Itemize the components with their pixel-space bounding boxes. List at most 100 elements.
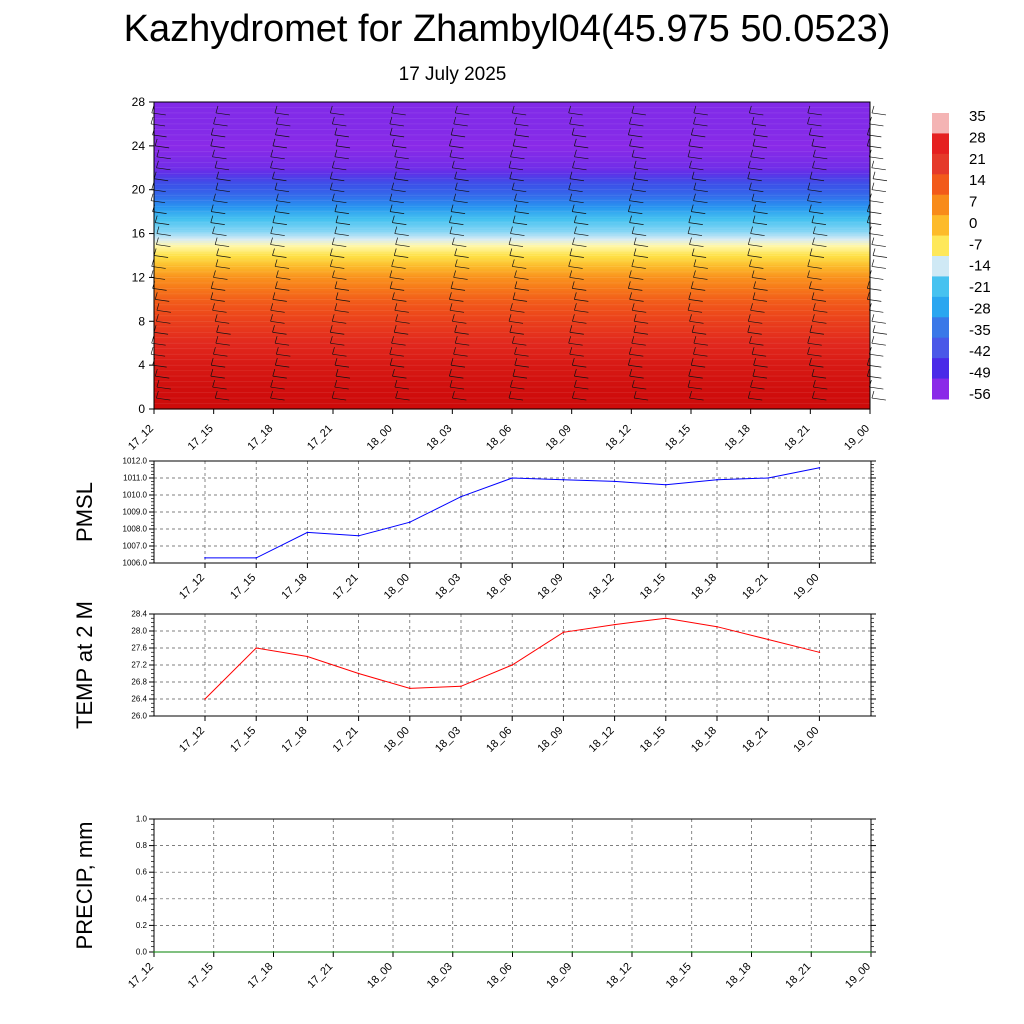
x-tick-label: 17_15 [186,423,216,453]
barb-flag [752,375,767,379]
heatmap-band [154,402,870,406]
wind-barb-icon [389,281,405,291]
barb-flag [454,331,469,335]
wind-barb-icon [751,270,767,280]
barb-flag [334,386,349,390]
barb-staff [154,138,158,146]
barb-flag [629,222,644,225]
barb-flag [688,375,703,379]
barb-flag [747,178,762,182]
barb-staff [210,204,214,212]
barb-flag [750,156,765,160]
wind-barb-icon [392,215,407,225]
x-tick-label: 19_00 [791,572,821,602]
wind-barb-icon [807,182,822,193]
heatmap-band [154,382,870,386]
x-tick-label: 19_00 [842,423,872,453]
wind-barb-icon [391,336,406,346]
barb-flag [394,156,409,160]
barb-staff [154,292,158,300]
barb-flag [871,189,886,193]
barb-flag [628,134,643,138]
colorbar-swatch [932,358,949,380]
barb-staff [633,314,637,322]
barb-staff [752,292,756,300]
barb-flag [213,353,228,357]
y-tick-label: 1.0 [136,815,148,824]
y-tick-label: 1009.0 [123,508,148,517]
barb-staff [693,347,696,355]
barb-flag [871,167,886,171]
barb-staff [573,292,577,300]
wind-barb-icon [453,270,468,280]
barb-flag [272,331,287,335]
wind-barb-icon [572,390,587,401]
barb-staff [808,204,812,212]
barb-flag [156,156,171,160]
colorbar-swatch [932,276,949,298]
barb-staff [690,358,694,366]
barb-staff [866,369,870,377]
heatmap-band [154,301,870,305]
barb-flag [751,277,767,280]
barb-staff [156,390,159,399]
barb-staff [210,138,214,146]
heatmap-band [154,290,870,294]
barb-staff [391,105,395,114]
heatmap-band [154,310,870,314]
wind-barb-icon [751,193,767,204]
temp2m-panel: 26.0 26.4 26.8 27.2 27.6 28.0 28.4 17_12 17_15 17… [72,601,876,755]
wind-barb-icon [752,292,768,302]
wind-barb-icon [270,303,285,313]
barb-staff [395,314,398,322]
wind-barb-icon [871,314,886,324]
page-subtitle: 17 July 2025 [398,64,507,85]
barb-staff [514,358,518,366]
barb-staff [568,105,572,114]
heatmap-band [154,112,870,116]
wind-barb-icon [807,270,822,280]
wind-barb-icon [571,127,587,138]
colorbar-label: -7 [969,236,982,253]
barb-staff [508,390,512,399]
barb-flag [394,386,409,390]
barb-flag [689,320,704,324]
barb-staff [812,303,816,311]
barb-flag [749,112,764,116]
barb-staff [628,347,632,355]
colorbar-label: 0 [969,215,977,232]
wind-barb-icon [275,281,290,291]
wind-barb-icon [629,116,644,127]
wind-barb-icon [210,127,226,138]
barb-staff [512,292,516,300]
barb-staff [751,193,755,201]
wind-barb-icon [749,105,764,116]
barb-staff [568,182,572,190]
heatmap-band [154,119,870,123]
barb-flag [450,364,466,368]
barb-flag [631,266,646,269]
wind-barb-icon [452,314,467,324]
wind-barb-icon [571,281,587,291]
wind-barb-icon [214,237,230,247]
barb-flag [809,134,824,138]
wind-barb-icon [747,325,762,335]
barb-staff [212,303,215,311]
barb-flag [574,145,589,149]
barb-flag [869,123,884,127]
colorbar-swatch [932,378,949,400]
wind-barb-icon [210,369,225,379]
barb-flag [332,123,347,127]
barb-flag [335,299,351,302]
heatmap-band [154,167,870,171]
barb-flag [634,167,649,171]
barb-staff [389,193,393,201]
barb-staff [574,303,577,311]
wind-barb-icon [395,160,410,171]
barb-flag [750,309,765,313]
barb-staff [809,358,812,366]
wind-barb-icon [216,171,231,182]
heatmap-band [154,128,870,132]
heatmap-band [154,369,870,373]
barb-staff [751,116,755,125]
